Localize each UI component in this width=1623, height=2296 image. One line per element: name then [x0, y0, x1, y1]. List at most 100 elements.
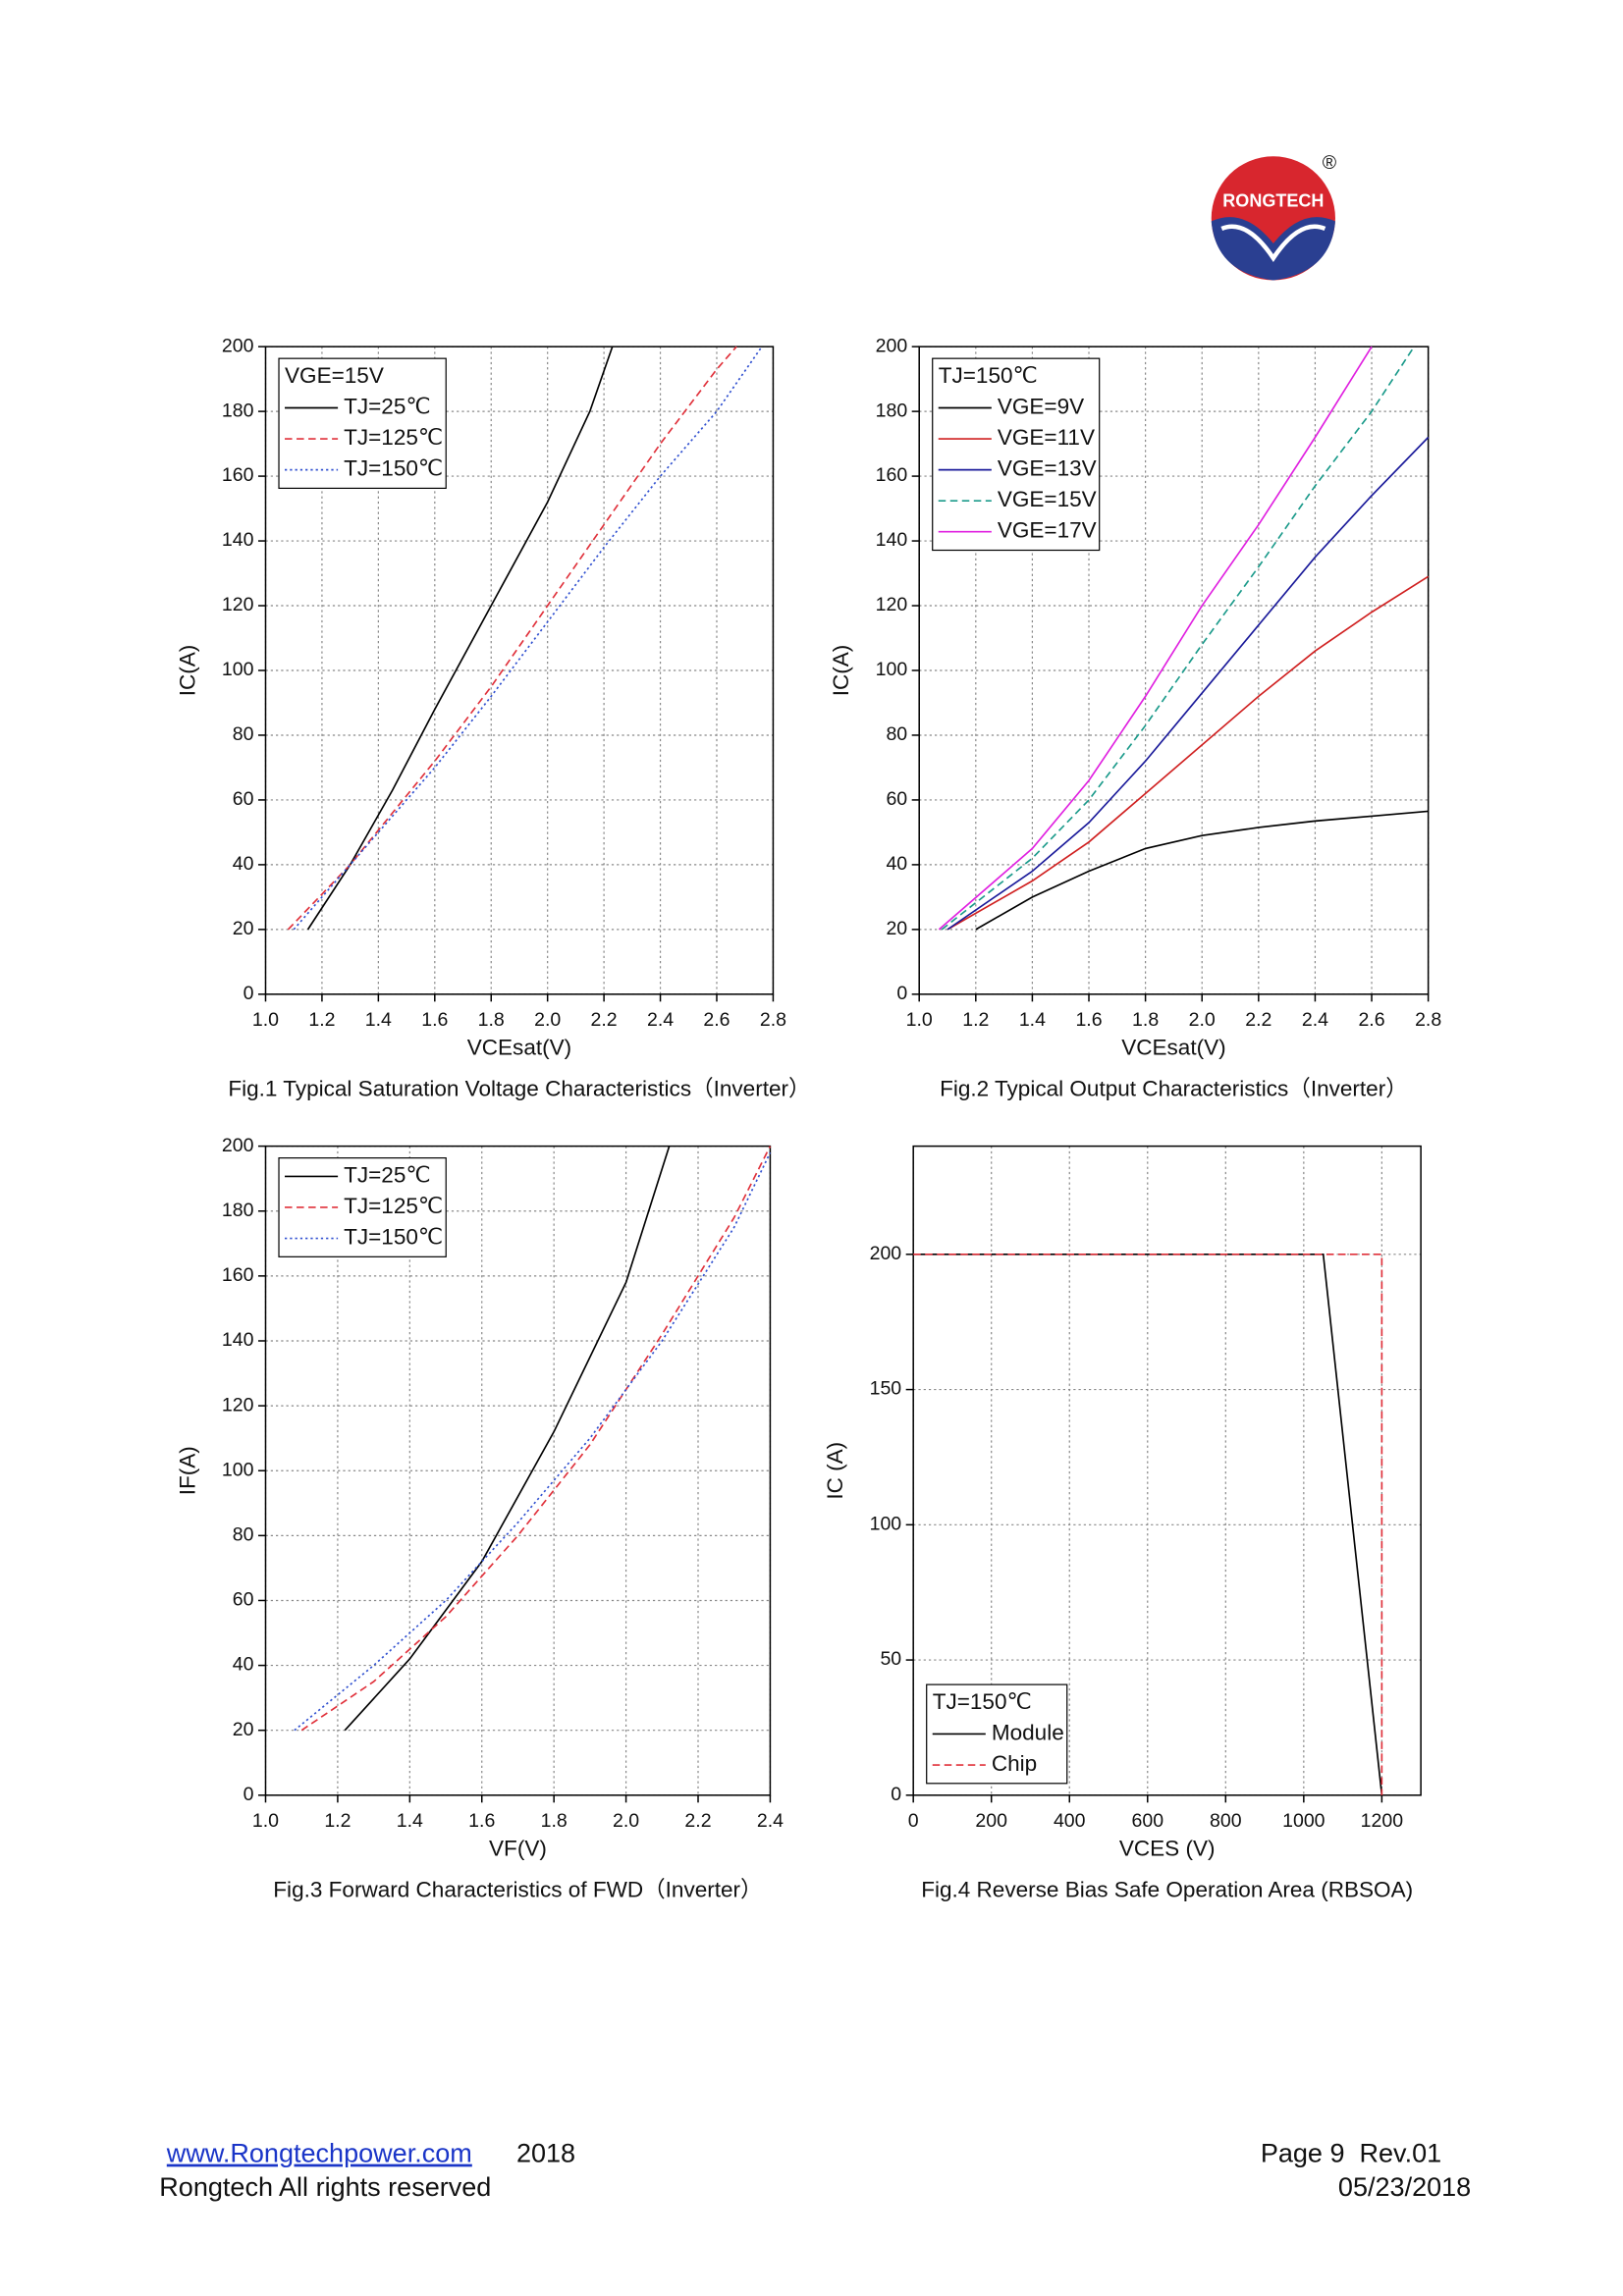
chart-caption: Fig.3 Forward Characteristics of FWD（Inv… [273, 1877, 762, 1901]
legend-label: TJ=150℃ [344, 1224, 443, 1249]
y-tick-label: 120 [222, 1394, 254, 1415]
legend-label: TJ=25℃ [344, 394, 431, 418]
data-line [941, 346, 1415, 931]
legend-label: TJ=25℃ [344, 1162, 431, 1187]
y-axis-label: IF(A) [175, 1446, 199, 1495]
y-tick-label: 100 [870, 1513, 902, 1534]
footer-link[interactable]: www.Rongtechpower.com [166, 2139, 472, 2168]
legend-label: VGE=11V [998, 425, 1095, 450]
y-axis-label: IC(A) [175, 645, 199, 697]
data-line [287, 346, 737, 931]
y-tick-label: 140 [222, 529, 254, 551]
data-line [306, 346, 614, 931]
y-tick-label: 100 [222, 1459, 254, 1480]
x-tick-label: 1.6 [1075, 1009, 1102, 1031]
legend-label: Chip [992, 1751, 1037, 1776]
footer-page: Page 9 Rev.01 [1261, 2139, 1441, 2168]
y-axis-label: IC (A) [823, 1442, 847, 1500]
x-tick-label: 600 [1131, 1810, 1163, 1832]
legend-label: VGE=17V [998, 518, 1097, 543]
x-tick-label: 2.0 [1189, 1009, 1216, 1031]
x-tick-label: 0 [908, 1810, 919, 1832]
y-tick-label: 200 [870, 1243, 902, 1264]
legend-label: VGE=13V [998, 456, 1097, 481]
x-tick-label: 2.0 [613, 1810, 639, 1832]
x-tick-label: 2.8 [1415, 1009, 1441, 1031]
x-axis-label: VCEsat(V) [467, 1035, 571, 1059]
footer-year: 2018 [516, 2139, 575, 2168]
legend: TJ=150℃ VGE=9V VGE=11V VGE=13V VGE=15V VGE=17… [932, 357, 1101, 552]
logo-stripe [1220, 224, 1326, 263]
x-axis-label: VCES (V) [1119, 1836, 1216, 1860]
legend-label: TJ=150℃ [344, 456, 443, 481]
data-line [293, 346, 763, 931]
data-line [344, 1146, 671, 1732]
data-line [300, 1146, 772, 1732]
x-tick-label: 1.0 [906, 1009, 933, 1031]
y-tick-label: 50 [880, 1648, 901, 1670]
x-tick-label: 1.2 [324, 1810, 351, 1832]
legend-label: Module [992, 1720, 1064, 1744]
legend-box [278, 357, 447, 490]
y-tick-label: 40 [886, 853, 907, 875]
x-tick-label: 1.6 [421, 1009, 448, 1031]
legend-label: VGE=15V [998, 487, 1097, 511]
y-tick-label: 150 [870, 1378, 902, 1400]
y-tick-label: 200 [222, 1135, 254, 1156]
data-line [947, 436, 1430, 931]
legend-label: TJ=125℃ [344, 1194, 443, 1218]
x-tick-label: 1.8 [478, 1009, 505, 1031]
x-tick-label: 2.2 [591, 1009, 618, 1031]
legend-box [932, 357, 1101, 552]
chart-caption: Fig.4 Reverse Bias Safe Operation Area (… [921, 1877, 1413, 1901]
x-tick-label: 1000 [1282, 1810, 1325, 1832]
legend: TJ=25℃ TJ=125℃ TJ=150℃ [278, 1157, 447, 1257]
footer-rights: Rongtech All rights reserved [159, 2172, 491, 2202]
footer-date: 05/23/2018 [1338, 2172, 1471, 2202]
y-tick-label: 80 [886, 723, 907, 745]
y-tick-label: 180 [222, 400, 254, 421]
x-tick-label: 1.4 [1019, 1009, 1046, 1031]
y-tick-label: 80 [233, 1523, 254, 1545]
x-tick-label: 1.4 [365, 1009, 392, 1031]
y-tick-label: 60 [886, 788, 907, 810]
y-tick-label: 140 [876, 529, 908, 551]
y-tick-label: 0 [243, 983, 254, 1004]
legend-label: VGE=9V [998, 394, 1084, 418]
y-tick-label: 200 [222, 335, 254, 356]
y-tick-label: 160 [222, 1264, 254, 1286]
logo: RONGTECH ® [1211, 152, 1337, 281]
legend-box [278, 1157, 447, 1257]
legend-title: TJ=150℃ [939, 363, 1038, 388]
y-tick-label: 100 [222, 659, 254, 680]
x-tick-label: 1.2 [308, 1009, 335, 1031]
data-line [913, 1253, 1383, 1795]
legend: VGE=15V TJ=25℃ TJ=125℃ TJ=150℃ [278, 357, 447, 490]
y-tick-label: 0 [243, 1784, 254, 1805]
plot-frame [264, 346, 775, 995]
x-axis-label: VF(V) [489, 1836, 547, 1860]
y-tick-label: 60 [233, 788, 254, 810]
data-line [975, 810, 1429, 931]
y-tick-label: 0 [896, 983, 907, 1004]
y-tick-label: 0 [891, 1784, 901, 1805]
chart-caption: Fig.1 Typical Saturation Voltage Charact… [228, 1076, 810, 1100]
x-tick-label: 2.0 [534, 1009, 561, 1031]
x-tick-label: 1.0 [252, 1009, 279, 1031]
y-tick-label: 120 [222, 594, 254, 615]
y-tick-label: 180 [876, 400, 908, 421]
y-tick-label: 180 [222, 1200, 254, 1221]
x-tick-label: 1.8 [541, 1810, 568, 1832]
logo-text: RONGTECH [1222, 191, 1324, 211]
logo-registered: ® [1323, 152, 1337, 174]
y-axis-label: IC(A) [829, 645, 853, 697]
legend-title: VGE=15V [285, 363, 384, 388]
x-tick-label: 2.8 [760, 1009, 786, 1031]
y-tick-label: 20 [886, 918, 907, 939]
x-tick-label: 1.4 [397, 1810, 423, 1832]
footer-link-text[interactable]: www.Rongtechpower.com [166, 2139, 472, 2168]
y-tick-label: 40 [233, 1654, 254, 1676]
y-tick-label: 100 [876, 659, 908, 680]
chart-caption: Fig.2 Typical Output Characteristics（Inv… [940, 1076, 1408, 1100]
